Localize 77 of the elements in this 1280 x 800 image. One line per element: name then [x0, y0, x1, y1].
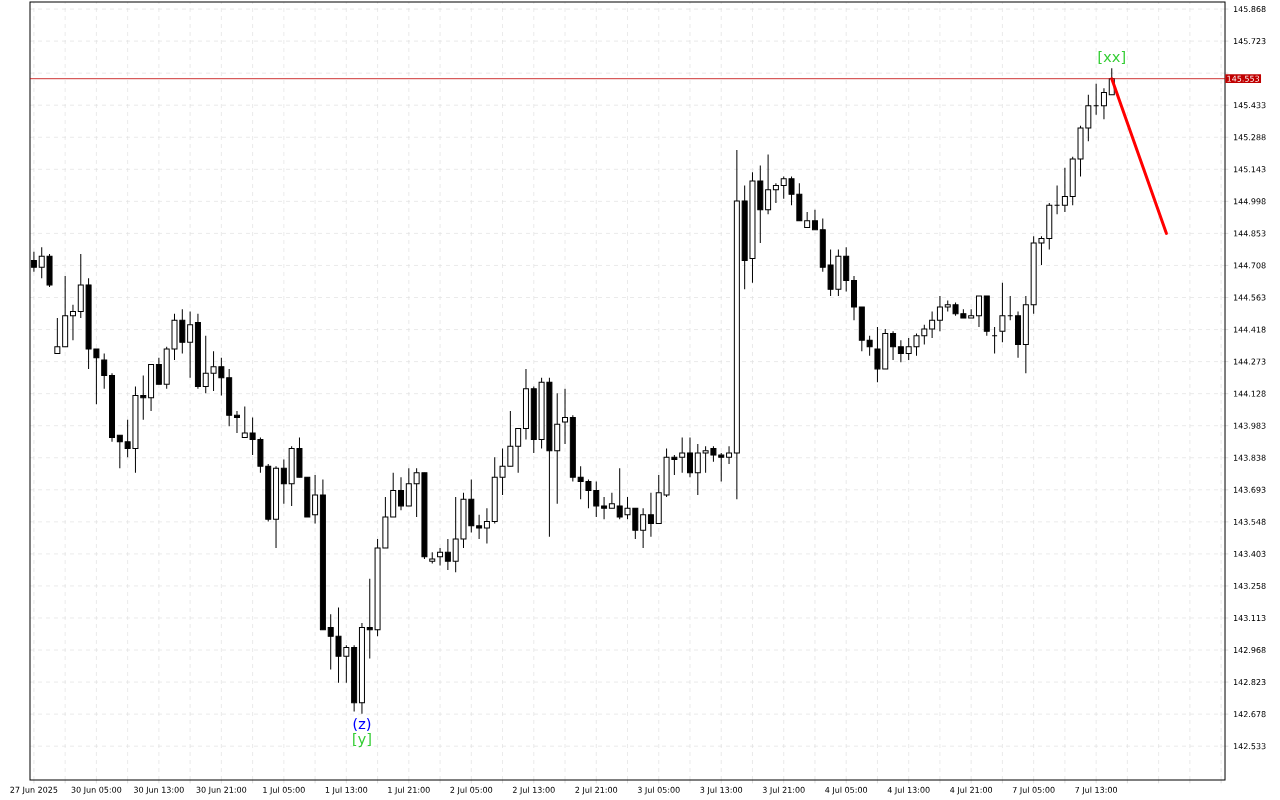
y-tick-label: 144.563 [1233, 294, 1266, 301]
candlestick [686, 436, 693, 478]
x-tick-label: 2 Jul 05:00 [450, 786, 493, 795]
candlestick [601, 496, 608, 520]
y-tick-label: 143.983 [1233, 422, 1266, 429]
y-tick-label: 142.678 [1233, 711, 1266, 718]
candlestick [398, 476, 405, 511]
candlestick [975, 295, 982, 328]
annotation: [y] [353, 732, 371, 748]
candlestick [647, 492, 654, 538]
x-tick-label: 1 Jul 21:00 [388, 786, 430, 795]
candlestick [476, 514, 483, 540]
y-tick-label: 143.838 [1233, 454, 1266, 461]
y-tick-label: 144.273 [1233, 358, 1266, 365]
annotation: (z) [353, 717, 371, 732]
x-tick-label: 30 Jun 21:00 [196, 786, 247, 795]
x-tick-label: 30 Jun 05:00 [71, 786, 122, 795]
x-tick-label: 4 Jul 05:00 [825, 786, 868, 795]
candlestick [890, 330, 897, 361]
candlestick [444, 538, 451, 571]
candlestick [233, 410, 240, 434]
candlestick [101, 352, 108, 390]
candlestick [1093, 83, 1100, 116]
x-tick-label: 2 Jul 13:00 [512, 786, 555, 795]
y-tick-label: 145.433 [1233, 102, 1266, 109]
ref-line-label: 145.553 [1227, 75, 1260, 82]
y-tick-label: 143.113 [1233, 614, 1266, 622]
candlestick [187, 310, 194, 379]
y-tick-label: 143.693 [1233, 486, 1266, 493]
y-tick-label: 143.258 [1233, 582, 1266, 589]
candlestick [936, 295, 943, 332]
x-tick-label: 27 Jun 2025 [10, 786, 58, 795]
y-tick-label: 144.853 [1233, 230, 1266, 237]
y-tick-label: 145.868 [1233, 6, 1266, 13]
y-tick-label: 145.288 [1233, 134, 1266, 141]
candlestick [54, 317, 61, 354]
x-tick-label: 3 Jul 05:00 [637, 786, 680, 795]
x-tick-label: 30 Jun 13:00 [134, 786, 184, 795]
candlestick [897, 339, 904, 363]
candlestick [1100, 87, 1107, 120]
x-tick-label: 7 Jul 13:00 [1075, 786, 1118, 795]
y-tick-label: 144.998 [1233, 198, 1266, 205]
y-tick-label: 142.533 [1233, 743, 1266, 750]
candlestick [608, 492, 615, 509]
candlestick [562, 388, 569, 445]
y-tick-label: 144.128 [1233, 390, 1266, 397]
y-tick-label: 144.418 [1233, 326, 1266, 333]
candlestick [929, 310, 936, 339]
x-tick-label: 7 Jul 05:00 [1012, 786, 1055, 795]
candlestick [483, 507, 490, 544]
candlestick [772, 182, 779, 204]
x-tick-label: 1 Jul 05:00 [263, 786, 305, 795]
y-tick-label: 143.403 [1233, 550, 1266, 557]
candlestick [280, 459, 287, 505]
y-tick-label: 143.548 [1233, 518, 1266, 525]
x-tick-label: 3 Jul 21:00 [762, 786, 805, 795]
y-tick-label: 144.708 [1233, 262, 1266, 269]
x-tick-label: 1 Jul 13:00 [325, 786, 368, 795]
annotation: [xx] [1098, 50, 1125, 65]
candlestick [1061, 167, 1068, 213]
y-tick-label: 145.143 [1233, 166, 1266, 173]
y-tick-label: 142.823 [1233, 679, 1266, 686]
candlestick [312, 474, 319, 525]
x-tick-label: 3 Jul 13:00 [700, 786, 743, 795]
y-tick-label: 145.723 [1233, 38, 1266, 45]
candlestick [999, 282, 1006, 343]
candlestick [155, 357, 162, 385]
x-tick-label: 4 Jul 13:00 [887, 786, 930, 795]
x-tick-label: 4 Jul 21:00 [950, 786, 993, 795]
candlestick [726, 445, 733, 465]
candlestick [437, 547, 444, 567]
y-tick-label: 142.968 [1233, 647, 1266, 654]
x-tick-label: 2 Jul 21:00 [575, 786, 618, 795]
candlestick [765, 154, 772, 215]
candlestick [811, 209, 818, 231]
candlestick [69, 304, 76, 341]
candlestick [640, 507, 647, 549]
